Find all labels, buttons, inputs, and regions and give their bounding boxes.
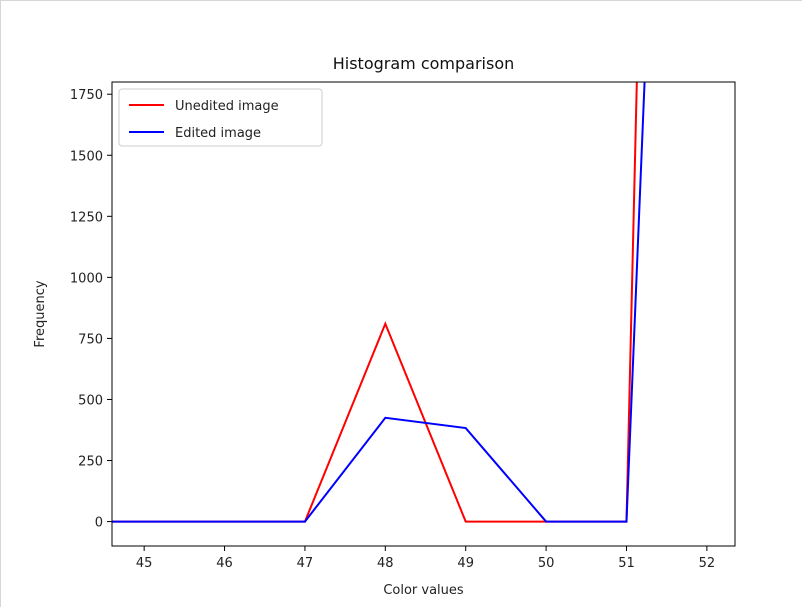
y-tick-label: 1750 <box>70 88 103 103</box>
series-line-unedited-image <box>112 82 638 523</box>
x-tick-label: 48 <box>377 556 394 571</box>
y-tick-label: 0 <box>95 516 103 531</box>
y-tick-label: 1000 <box>70 271 103 286</box>
y-axis-title: Frequency <box>33 280 48 347</box>
x-tick-label: 52 <box>699 556 716 571</box>
x-axis-title: Color values <box>383 583 464 598</box>
legend-label: Unedited image <box>175 99 279 114</box>
y-tick-label: 1250 <box>70 210 103 225</box>
series-layer <box>112 82 646 523</box>
x-tick-label: 46 <box>216 556 233 571</box>
y-tick-label: 250 <box>78 455 103 470</box>
x-tick-label: 51 <box>618 556 635 571</box>
series-line-edited-image <box>112 82 646 523</box>
y-tick-label: 500 <box>78 393 103 408</box>
legend: Unedited image Edited image <box>118 88 323 147</box>
x-tick-label: 45 <box>136 556 153 571</box>
x-tick-label: 50 <box>538 556 555 571</box>
chart-title: Histogram comparison <box>333 54 515 73</box>
y-axis: 0 250 500 750 1000 1250 1500 1750 <box>70 88 112 531</box>
x-tick-label: 49 <box>457 556 474 571</box>
y-tick-label: 1500 <box>70 149 103 164</box>
x-tick-label: 47 <box>297 556 314 571</box>
legend-box <box>118 88 323 147</box>
x-axis: 45 46 47 48 49 50 51 52 <box>136 546 715 571</box>
y-tick-label: 750 <box>78 332 103 347</box>
plot-area-border <box>111 81 736 547</box>
legend-label: Edited image <box>175 126 261 141</box>
